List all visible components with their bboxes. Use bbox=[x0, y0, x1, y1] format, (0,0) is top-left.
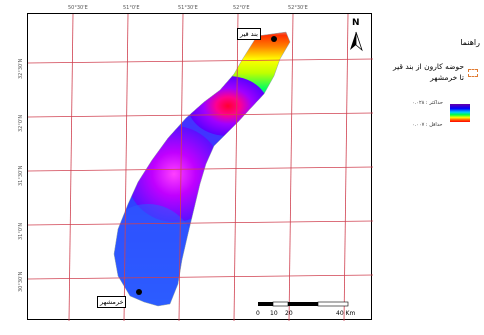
city-label-band-e-qir: بند قیر bbox=[237, 28, 261, 40]
scale-tick-40: 40 Km bbox=[336, 310, 356, 317]
legend-ramp-low: حداقل : ۰.۰۰۷ bbox=[412, 122, 443, 128]
legend-area-label: حوضه کارون از بند قیر bbox=[392, 62, 464, 71]
grid-label-left-4: 31°0'N bbox=[18, 222, 24, 240]
basin-outline bbox=[113, 31, 291, 307]
grid-label-left-1: 32°30'N bbox=[18, 58, 24, 79]
scale-tick-20: 20 bbox=[285, 310, 293, 317]
grid-label-left-5: 30°30'N bbox=[18, 271, 24, 292]
legend-area-swatch bbox=[468, 69, 478, 77]
grid-label-top-5: 52°30'E bbox=[288, 5, 308, 11]
graticule bbox=[28, 14, 373, 321]
north-arrow-icon bbox=[350, 31, 363, 52]
grid-label-top-1: 50°30'E bbox=[68, 5, 88, 11]
grid-label-left-2: 32°0'N bbox=[18, 114, 24, 132]
grid-label-top-4: 52°0'E bbox=[233, 5, 250, 11]
legend-area-label-2: تا خرمشهر bbox=[430, 73, 464, 82]
grid-label-left-3: 31°30'N bbox=[18, 165, 24, 186]
map-frame: 50°30'E 51°0'E 51°30'E 52°0'E 52°30'E 32… bbox=[18, 5, 373, 321]
city-marker-khorramshahr[interactable] bbox=[136, 289, 142, 295]
scale-tick-0: 0 bbox=[256, 310, 260, 317]
city-label-khorramshahr: خرمشهر bbox=[97, 296, 127, 308]
scale-tick-10: 10 bbox=[270, 310, 278, 317]
legend-color-ramp bbox=[450, 104, 470, 122]
grid-label-top-3: 51°30'E bbox=[178, 5, 198, 11]
legend-title: راهنما bbox=[460, 38, 480, 47]
legend-ramp-high: حداکثر : ۰.۰۲۸ bbox=[412, 100, 443, 106]
map-canvas bbox=[28, 14, 373, 321]
city-marker-band-e-qir[interactable] bbox=[271, 36, 277, 42]
north-label: N bbox=[352, 18, 360, 28]
grid-label-top-2: 51°0'E bbox=[123, 5, 140, 11]
scale-bar bbox=[258, 301, 349, 307]
legend-panel: راهنما حوضه کارون از بند قیر تا خرمشهر ح… bbox=[372, 13, 484, 320]
